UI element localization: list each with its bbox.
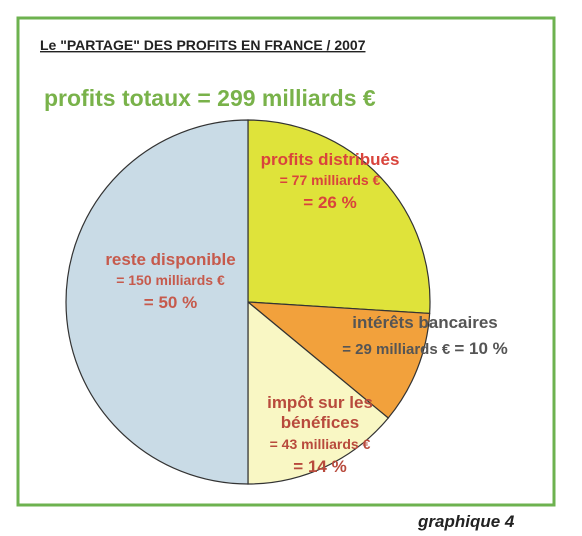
value-label: = 26 % (303, 193, 357, 213)
slice-name: reste disponible (105, 250, 236, 269)
frame (16, 16, 556, 507)
amount-label: = 29 milliards € (342, 341, 451, 359)
pie (65, 119, 431, 485)
slice-label: profits distribués = 77 milliards € = 26 % (255, 150, 405, 214)
pie-slice (65, 119, 249, 485)
pie-slice (247, 300, 390, 485)
pie-slice (247, 119, 431, 315)
slice-label: impôt sur les bénéfices = 43 milliards € =… (245, 393, 395, 477)
value-label: = 10 % (454, 339, 508, 359)
amount-label: = 77 milliards € (279, 172, 381, 189)
chart-title: Le "PARTAGE" DES PROFITS EN FRANCE / 200… (40, 37, 366, 53)
slice-label: reste disponible = 150 milliards € = 50 % (88, 250, 253, 314)
slice-name: impôt sur les bénéfices (267, 393, 373, 433)
value-label: = 14 % (293, 456, 347, 476)
slice-values: = 29 milliards € = 10 % (310, 339, 540, 359)
slice-name: intérêts bancaires (352, 313, 498, 332)
value-label: = 50 % (143, 293, 198, 313)
pie-slice (246, 301, 431, 419)
amount-label: = 43 milliards € (269, 435, 371, 452)
slice-name: profits distribués (260, 150, 400, 169)
footer: graphique 4 (417, 512, 515, 531)
slice-label: intérêts bancaires = 29 milliards € = 10 … (310, 313, 540, 360)
chart-subtitle: profits totaux = 299 milliards € (44, 85, 376, 111)
amount-label: = 150 milliards € (116, 272, 225, 289)
